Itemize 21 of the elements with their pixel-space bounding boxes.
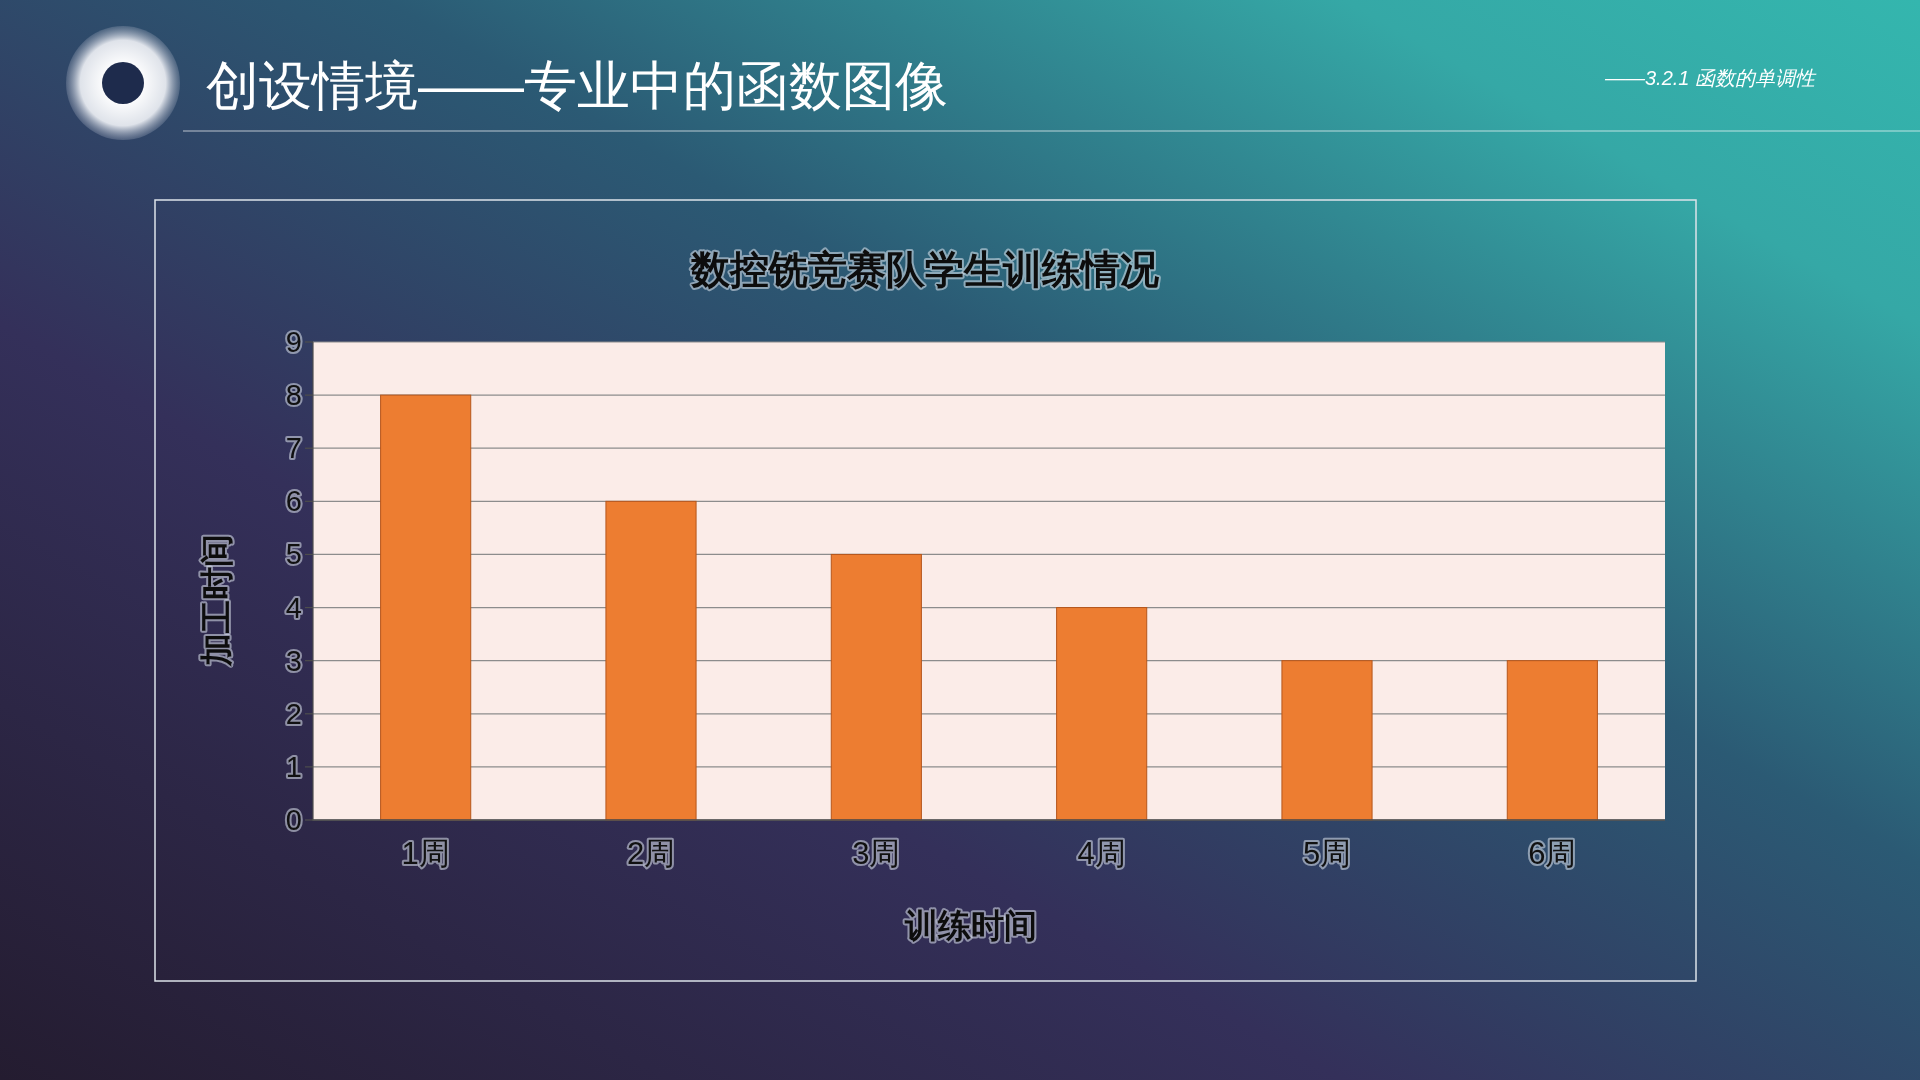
y-tick-label: 1 (285, 750, 302, 783)
y-tick-label: 8 (285, 379, 302, 412)
title: 数控铣竞赛队学生训练情况 (691, 247, 1159, 291)
y-tick-label: 0 (285, 804, 302, 836)
annotation: ——3.2.1 函数的单调性 (1604, 67, 1815, 89)
y-tick-label: 7 (285, 432, 302, 465)
x-tick-label: 1周 (401, 835, 450, 871)
y-tick-label: 2 (285, 697, 302, 730)
x-tick-label: 3周 (852, 835, 901, 871)
y-axis-title: 加工时间 (197, 534, 235, 666)
y-tick-label: 5 (285, 538, 302, 571)
y-tick-label: 6 (285, 485, 302, 518)
x-tick-label: 4周 (1077, 835, 1126, 871)
annotation: 创设情境——专业中的函数图像 (206, 56, 948, 115)
y-tick-label: 9 (285, 326, 302, 358)
x-tick-label: 5周 (1302, 835, 1352, 871)
x-tick-label: 2周 (626, 835, 676, 871)
x-tick-label: 6周 (1528, 835, 1577, 871)
y-tick-label: 4 (285, 591, 302, 624)
x-axis-title: 训练时间 (905, 906, 1037, 944)
y-tick-label: 3 (285, 644, 302, 677)
